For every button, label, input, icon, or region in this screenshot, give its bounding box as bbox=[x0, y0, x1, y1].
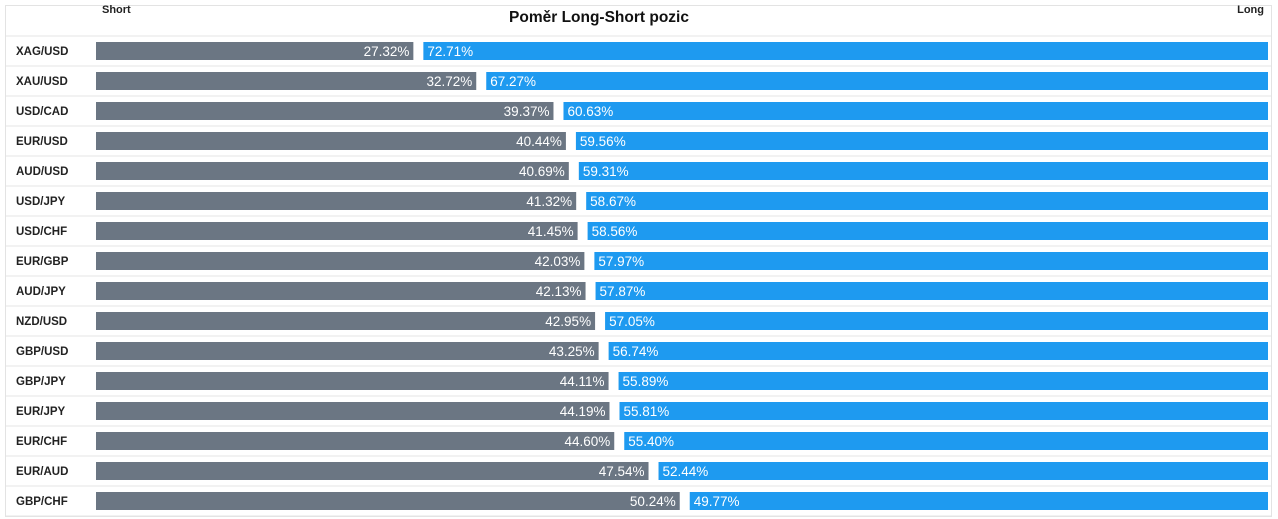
short-value-label: 40.44% bbox=[516, 134, 562, 149]
long-bar bbox=[575, 132, 1268, 150]
long-value-label: 67.27% bbox=[490, 74, 536, 89]
short-bar bbox=[96, 342, 599, 360]
long-bar bbox=[605, 312, 1268, 330]
short-value-label: 40.69% bbox=[519, 164, 565, 179]
short-bar bbox=[96, 102, 554, 120]
pair-label: USD/CHF bbox=[16, 226, 67, 238]
short-value-label: 44.60% bbox=[564, 434, 610, 449]
short-bar bbox=[96, 402, 610, 420]
long-value-label: 58.56% bbox=[592, 224, 638, 239]
long-bar bbox=[594, 252, 1268, 270]
long-value-label: 59.56% bbox=[580, 134, 626, 149]
pair-label: XAU/USD bbox=[16, 76, 68, 88]
long-value-label: 52.44% bbox=[663, 464, 709, 479]
short-value-label: 39.37% bbox=[504, 104, 550, 119]
short-value-label: 42.95% bbox=[545, 314, 591, 329]
pair-label: EUR/JPY bbox=[16, 406, 66, 418]
short-bar bbox=[96, 252, 585, 270]
long-value-label: 58.67% bbox=[590, 194, 636, 209]
long-value-label: 56.74% bbox=[613, 344, 659, 359]
pair-label: USD/JPY bbox=[16, 196, 66, 208]
short-value-label: 43.25% bbox=[549, 344, 595, 359]
long-value-label: 59.31% bbox=[583, 164, 629, 179]
short-value-label: 50.24% bbox=[630, 494, 676, 509]
short-bar bbox=[96, 492, 680, 510]
long-bar bbox=[618, 372, 1268, 390]
pair-label: GBP/JPY bbox=[16, 376, 66, 388]
long-bar bbox=[563, 102, 1268, 120]
short-bar bbox=[96, 72, 477, 90]
pair-label: EUR/USD bbox=[16, 136, 68, 148]
short-bar bbox=[96, 312, 596, 330]
short-value-label: 32.72% bbox=[426, 74, 472, 89]
long-value-label: 60.63% bbox=[567, 104, 613, 119]
pair-label: EUR/GBP bbox=[16, 256, 69, 268]
pair-label: XAG/USD bbox=[16, 46, 68, 58]
long-bar bbox=[587, 222, 1268, 240]
short-value-label: 41.32% bbox=[526, 194, 572, 209]
short-bar bbox=[96, 282, 586, 300]
long-bar bbox=[608, 342, 1268, 360]
short-bar bbox=[96, 432, 615, 450]
short-bar bbox=[96, 222, 578, 240]
pair-label: EUR/AUD bbox=[16, 466, 68, 478]
short-bar bbox=[96, 162, 569, 180]
long-value-label: 57.97% bbox=[598, 254, 644, 269]
chart-title: Poměr Long-Short pozic bbox=[509, 9, 689, 26]
pair-label: NZD/USD bbox=[16, 316, 67, 328]
short-bar bbox=[96, 462, 649, 480]
long-value-label: 57.05% bbox=[609, 314, 655, 329]
pair-label: USD/CAD bbox=[16, 106, 68, 118]
short-bar bbox=[96, 372, 609, 390]
long-bar bbox=[619, 402, 1268, 420]
pair-label: AUD/USD bbox=[16, 166, 68, 178]
pair-label: AUD/JPY bbox=[16, 286, 66, 298]
long-header-label: Long bbox=[1237, 4, 1264, 16]
short-bar bbox=[96, 42, 414, 60]
short-bar bbox=[96, 192, 577, 210]
short-value-label: 47.54% bbox=[599, 464, 645, 479]
short-value-label: 44.19% bbox=[560, 404, 606, 419]
long-value-label: 57.87% bbox=[600, 284, 646, 299]
short-bar bbox=[96, 132, 566, 150]
long-bar bbox=[423, 42, 1269, 60]
short-value-label: 42.03% bbox=[535, 254, 581, 269]
long-bar bbox=[658, 462, 1268, 480]
long-value-label: 49.77% bbox=[694, 494, 740, 509]
long-value-label: 55.40% bbox=[628, 434, 674, 449]
short-value-label: 42.13% bbox=[536, 284, 582, 299]
long-value-label: 55.81% bbox=[623, 404, 669, 419]
long-bar bbox=[624, 432, 1268, 450]
short-value-label: 44.11% bbox=[560, 374, 605, 389]
long-bar bbox=[586, 192, 1268, 210]
long-bar bbox=[689, 492, 1268, 510]
pair-label: GBP/USD bbox=[16, 346, 68, 358]
short-value-label: 41.45% bbox=[528, 224, 574, 239]
long-bar bbox=[595, 282, 1268, 300]
long-value-label: 72.71% bbox=[427, 44, 473, 59]
long-value-label: 55.89% bbox=[623, 374, 669, 389]
pair-label: GBP/CHF bbox=[16, 496, 68, 508]
short-header-label: Short bbox=[102, 4, 131, 16]
short-value-label: 27.32% bbox=[364, 44, 410, 59]
pair-label: EUR/CHF bbox=[16, 436, 67, 448]
long-bar bbox=[486, 72, 1269, 90]
long-bar bbox=[578, 162, 1268, 180]
